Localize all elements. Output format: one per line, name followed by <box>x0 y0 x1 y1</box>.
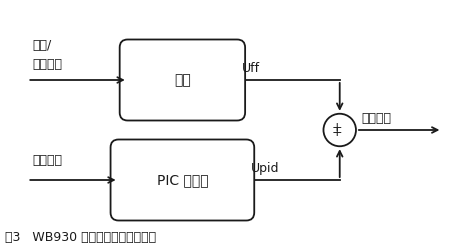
Text: PIC 控制器: PIC 控制器 <box>156 173 208 187</box>
Text: +: + <box>331 121 342 134</box>
Text: 前馈: 前馈 <box>174 73 190 87</box>
Text: 图3   WB930 控制器输出信号示意图: 图3 WB930 控制器输出信号示意图 <box>5 231 156 244</box>
Text: 加料/: 加料/ <box>32 38 51 52</box>
FancyBboxPatch shape <box>119 40 245 120</box>
FancyBboxPatch shape <box>110 140 254 220</box>
Text: 排料循环: 排料循环 <box>32 58 62 71</box>
Text: Upid: Upid <box>251 162 279 175</box>
Text: +: + <box>331 126 342 139</box>
Text: Uff: Uff <box>242 62 260 75</box>
Text: 控制信号: 控制信号 <box>360 112 390 124</box>
Circle shape <box>323 114 355 146</box>
Text: 控制偏差: 控制偏差 <box>32 154 62 166</box>
